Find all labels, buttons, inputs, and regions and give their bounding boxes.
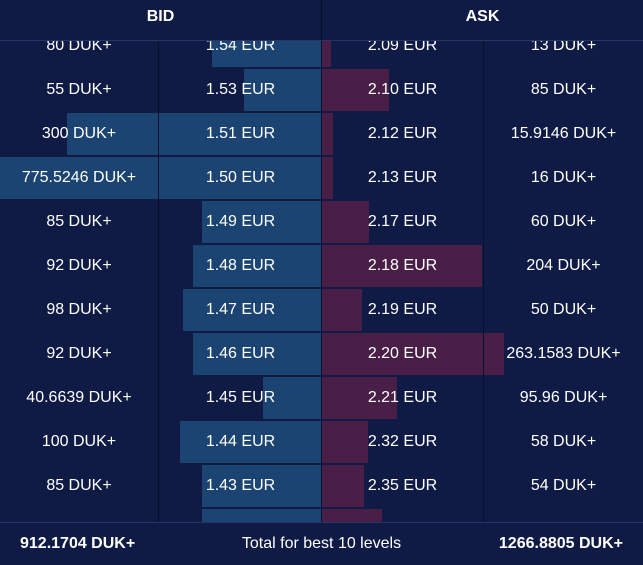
order-book: 80 DUK+ 1.54 EUR 2.09 EUR 13 DUK+ 55 DUK+ 1.5…	[0, 0, 643, 522]
bid-price: 1.51 EUR	[205, 125, 276, 142]
bid-depth-bar	[193, 245, 321, 287]
ask-quantity: 16 DUK+	[530, 169, 597, 186]
ask-price: 2.18 EUR	[367, 257, 438, 274]
ask-quantity: 54 DUK+	[530, 477, 597, 494]
ask-price: 2.20 EUR	[367, 345, 438, 362]
ask-depth-bar	[322, 157, 333, 199]
ask-quantity: 50 DUK+	[530, 301, 597, 318]
ask-price: 2.12 EUR	[367, 125, 438, 142]
column-divider	[483, 0, 484, 522]
bid-price: 1.54 EUR	[205, 37, 276, 54]
bid-depth-bar	[67, 113, 321, 155]
bid-price	[160, 508, 321, 522]
ask-quantity: 13 DUK+	[530, 37, 597, 54]
bid-price: 1.46 EUR	[205, 345, 276, 362]
bid-quantity: 98 DUK+	[46, 301, 112, 318]
bid-column-title: BID	[146, 8, 175, 25]
ask-quantity: 204 DUK+	[526, 257, 601, 274]
bid-depth-bar	[263, 377, 321, 419]
ask-depth-bar	[322, 201, 369, 243]
bid-depth-bar	[202, 465, 321, 507]
order-book-row[interactable]: 98 DUK+ 1.47 EUR 2.19 EUR 50 DUK+	[0, 288, 643, 332]
order-book-row[interactable]: 55 DUK+ 1.53 EUR 2.10 EUR 85 DUK+	[0, 68, 643, 112]
bid-depth-bar	[0, 157, 321, 199]
order-book-row[interactable]: 300 DUK+ 1.51 EUR 2.12 EUR 15.9146 DUK+	[0, 112, 643, 156]
ask-depth-bar	[322, 69, 389, 111]
bid-price: 1.50 EUR	[205, 169, 276, 186]
order-book-row[interactable]: 92 DUK+ 1.46 EUR 2.20 EUR 263.1583 DUK+	[0, 332, 643, 376]
order-book-row[interactable]	[0, 508, 643, 522]
bid-quantity: 80 DUK+	[46, 37, 112, 54]
ask-price: 2.13 EUR	[367, 169, 438, 186]
ask-total: 1266.8805 DUK+	[498, 535, 623, 552]
bid-price: 1.43 EUR	[205, 477, 276, 494]
ask-quantity: 60 DUK+	[530, 213, 597, 230]
ask-price: 2.35 EUR	[367, 477, 438, 494]
bid-quantity: 85 DUK+	[46, 213, 112, 230]
ask-quantity	[484, 508, 643, 522]
bid-quantity: 85 DUK+	[46, 477, 112, 494]
bid-depth-bar	[244, 69, 321, 111]
ask-price: 2.32 EUR	[367, 433, 438, 450]
ask-depth-bar	[322, 245, 482, 287]
ask-price: 2.21 EUR	[367, 389, 438, 406]
ask-depth-bar	[322, 25, 331, 67]
bid-price: 1.48 EUR	[205, 257, 276, 274]
ask-price: 2.09 EUR	[367, 37, 438, 54]
order-book-row[interactable]: 40.6639 DUK+ 1.45 EUR 2.21 EUR 95.96 DUK+	[0, 376, 643, 420]
ask-depth-bar	[322, 509, 382, 522]
bid-price: 1.44 EUR	[205, 433, 276, 450]
ask-quantity: 95.96 DUK+	[519, 389, 608, 406]
order-book-row[interactable]: 100 DUK+ 1.44 EUR 2.32 EUR 58 DUK+	[0, 420, 643, 464]
bid-depth-bar	[202, 201, 321, 243]
bid-quantity: 300 DUK+	[41, 125, 117, 142]
order-book-row[interactable]: 775.5246 DUK+ 1.50 EUR 2.13 EUR 16 DUK+	[0, 156, 643, 200]
ask-price: 2.19 EUR	[367, 301, 438, 318]
ask-depth-bar	[322, 333, 504, 375]
ask-depth-bar	[322, 113, 333, 155]
bid-quantity: 40.6639 DUK+	[26, 389, 132, 406]
bid-depth-bar	[202, 509, 321, 522]
bid-quantity: 92 DUK+	[46, 345, 112, 362]
center-divider	[321, 0, 322, 522]
ask-quantity: 58 DUK+	[530, 433, 597, 450]
bid-quantity	[0, 508, 158, 522]
bid-price: 1.49 EUR	[205, 213, 276, 230]
bid-depth-bar	[183, 289, 321, 331]
ask-price	[322, 508, 483, 522]
ask-depth-bar	[322, 377, 397, 419]
bid-quantity: 100 DUK+	[41, 433, 117, 450]
ask-quantity: 263.1583 DUK+	[506, 345, 621, 362]
ask-quantity: 15.9146 DUK+	[510, 125, 617, 142]
bid-price: 1.53 EUR	[205, 81, 276, 98]
ask-column-title: ASK	[465, 8, 500, 25]
ask-depth-bar	[322, 421, 368, 463]
header-divider	[321, 0, 322, 40]
bid-quantity: 92 DUK+	[46, 257, 112, 274]
ask-price: 2.17 EUR	[367, 213, 438, 230]
bid-depth-bar	[193, 333, 321, 375]
column-divider	[158, 0, 159, 522]
bid-quantity: 55 DUK+	[46, 81, 112, 98]
order-book-row[interactable]: 85 DUK+ 1.43 EUR 2.35 EUR 54 DUK+	[0, 464, 643, 508]
bid-price: 1.45 EUR	[205, 389, 276, 406]
ask-depth-bar	[322, 289, 362, 331]
ask-depth-bar	[322, 465, 364, 507]
bid-depth-bar	[180, 421, 321, 463]
order-book-footer: 912.1704 DUK+ Total for best 10 levels 1…	[0, 522, 643, 563]
bid-quantity: 775.5246 DUK+	[21, 169, 137, 186]
order-book-row[interactable]: 85 DUK+ 1.49 EUR 2.17 EUR 60 DUK+	[0, 200, 643, 244]
ask-price: 2.10 EUR	[367, 81, 438, 98]
order-book-header: BID ASK	[0, 0, 643, 41]
bid-price: 1.47 EUR	[205, 301, 276, 318]
bid-total: 912.1704 DUK+	[20, 535, 136, 552]
order-book-row[interactable]: 92 DUK+ 1.48 EUR 2.18 EUR 204 DUK+	[0, 244, 643, 288]
ask-quantity: 85 DUK+	[530, 81, 597, 98]
total-label: Total for best 10 levels	[241, 535, 402, 552]
